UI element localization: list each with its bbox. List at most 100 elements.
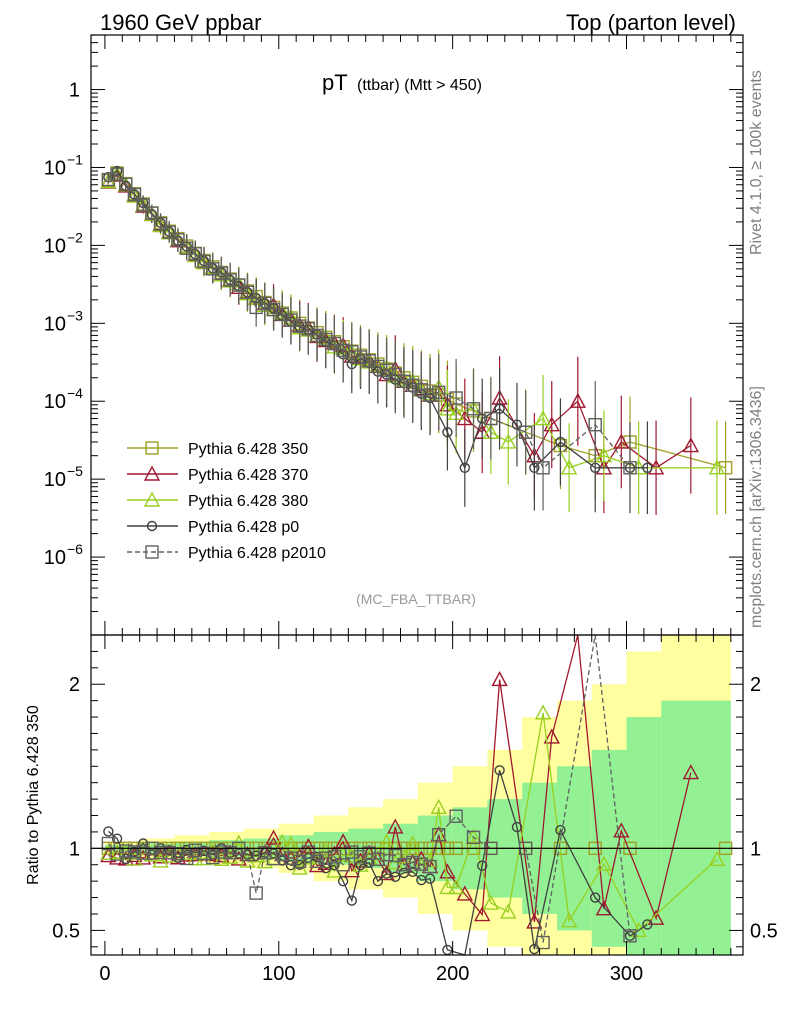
ratio-point bbox=[136, 846, 150, 860]
data-point bbox=[310, 328, 324, 343]
ratio-point bbox=[171, 847, 185, 861]
ratio-point bbox=[108, 843, 126, 859]
ratio-point bbox=[282, 835, 300, 851]
ratio-point bbox=[172, 852, 184, 863]
data-point bbox=[682, 437, 700, 453]
ratio-point bbox=[682, 764, 700, 780]
ratio-point bbox=[301, 845, 316, 859]
series-line bbox=[107, 172, 717, 469]
ratio-point bbox=[430, 798, 447, 815]
data-point bbox=[442, 427, 453, 438]
ratio-uncertainty-band bbox=[104, 635, 731, 955]
data-point bbox=[119, 177, 133, 191]
ratio-point bbox=[198, 845, 210, 857]
legend-marker bbox=[143, 491, 161, 507]
ratio-point bbox=[345, 845, 359, 859]
ratio-y-tick-label-right: 2 bbox=[750, 674, 761, 696]
rivet-label: Rivet 4.1.0, ≥ 100k events bbox=[748, 70, 765, 255]
ratio-point bbox=[292, 854, 307, 869]
ratio-point bbox=[187, 846, 204, 862]
analysis-tag: (MC_FBA_TTBAR) bbox=[356, 591, 476, 607]
ratio-point bbox=[179, 851, 194, 866]
data-point bbox=[718, 461, 733, 475]
legend-label: Pythia 6.428 p0 bbox=[188, 519, 299, 536]
header-right: Top (parton level) bbox=[566, 10, 736, 35]
data-point bbox=[456, 410, 473, 426]
legend-marker bbox=[145, 545, 159, 559]
ratio-point bbox=[404, 835, 421, 851]
data-point bbox=[500, 433, 517, 449]
ratio-point bbox=[466, 830, 481, 845]
data-point bbox=[623, 461, 637, 475]
data-point bbox=[459, 462, 471, 473]
data-point bbox=[484, 411, 498, 426]
ratio-y-tick-label: 1 bbox=[69, 838, 80, 860]
ratio-point bbox=[188, 843, 203, 858]
y-tick-exponent: −1 bbox=[67, 151, 83, 167]
data-point bbox=[353, 350, 368, 364]
y-tick-label: 10 bbox=[44, 469, 66, 491]
ratio-y-tick-label-right: 1 bbox=[750, 838, 761, 860]
ratio-point bbox=[319, 851, 333, 865]
ratio-point bbox=[642, 919, 653, 930]
ratio-point bbox=[153, 845, 168, 860]
data-point bbox=[405, 378, 420, 393]
ratio-point bbox=[432, 827, 446, 842]
data-point bbox=[197, 254, 211, 269]
ratio-point bbox=[223, 846, 237, 860]
ratio-y-tick-label: 0.5 bbox=[52, 920, 80, 942]
ratio-point bbox=[534, 704, 552, 720]
ratio-point bbox=[414, 857, 429, 871]
y-tick-exponent: −3 bbox=[67, 307, 83, 323]
ratio-point bbox=[120, 853, 131, 865]
legend-marker bbox=[146, 520, 158, 532]
ratio-point bbox=[449, 809, 463, 823]
ratio-point bbox=[555, 824, 566, 836]
band-inner-bin bbox=[661, 700, 731, 955]
data-point bbox=[223, 273, 237, 287]
data-point bbox=[477, 413, 488, 424]
ratio-point bbox=[327, 850, 342, 864]
data-point bbox=[240, 285, 255, 300]
ratio-point bbox=[494, 765, 505, 776]
ratio-point bbox=[477, 860, 488, 871]
ratio-point bbox=[334, 846, 352, 862]
ratio-point bbox=[405, 855, 420, 870]
data-point bbox=[127, 187, 142, 202]
data-point bbox=[214, 266, 229, 280]
main-series-layer bbox=[100, 165, 733, 515]
legend-marker bbox=[145, 441, 159, 455]
ratio-point bbox=[266, 851, 281, 866]
y-tick-label: 10 bbox=[44, 547, 66, 569]
ratio-point bbox=[127, 845, 142, 859]
ratio-point bbox=[329, 860, 340, 871]
ratio-point bbox=[595, 900, 613, 916]
series-line bbox=[108, 173, 631, 469]
data-point bbox=[232, 278, 246, 292]
data-point bbox=[423, 388, 437, 402]
ratio-point bbox=[371, 852, 385, 866]
ratio-point bbox=[197, 846, 211, 861]
ratio-point bbox=[423, 859, 437, 874]
ratio-line bbox=[107, 634, 631, 943]
y-tick-label: 10 bbox=[44, 157, 66, 179]
ratio-point bbox=[337, 875, 349, 887]
ratio-point bbox=[111, 833, 123, 844]
ratio-y-tick-label: 2 bbox=[69, 674, 80, 696]
data-point bbox=[414, 383, 429, 397]
data-point bbox=[518, 425, 533, 439]
data-point bbox=[494, 403, 505, 414]
ratio-point bbox=[221, 848, 239, 864]
data-point bbox=[319, 332, 333, 347]
series-line bbox=[107, 172, 726, 469]
ratio-point bbox=[343, 847, 360, 863]
data-point bbox=[249, 300, 263, 315]
data-point bbox=[136, 198, 150, 212]
ratio-point bbox=[500, 903, 517, 919]
data-point bbox=[345, 345, 359, 359]
y-tick-label: 10 bbox=[44, 313, 66, 335]
data-point bbox=[588, 417, 602, 432]
ratio-frame bbox=[90, 634, 744, 956]
ratio-point bbox=[424, 873, 436, 884]
legend-marker bbox=[143, 465, 161, 481]
